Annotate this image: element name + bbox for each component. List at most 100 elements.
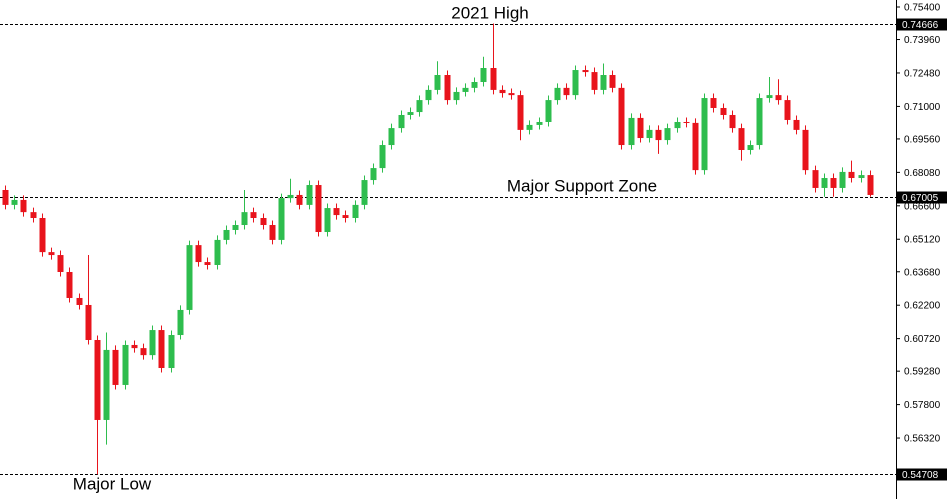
candle-body xyxy=(802,129,809,171)
candle-body xyxy=(2,189,9,205)
candle-body xyxy=(793,119,800,130)
candle-body xyxy=(582,70,589,73)
candle-body xyxy=(490,67,497,90)
y-tick-label: 0.69560 xyxy=(904,134,941,145)
candle-body xyxy=(278,198,285,240)
y-tick-label: 0.56320 xyxy=(904,434,941,445)
candle-body xyxy=(839,171,846,188)
candle-body xyxy=(812,170,819,188)
y-tick-label: 0.71000 xyxy=(904,102,941,113)
y-tick-label: 0.57800 xyxy=(904,400,941,411)
candle-body xyxy=(232,225,239,230)
candle-body xyxy=(701,98,708,171)
candle-body xyxy=(407,112,414,115)
candle-body xyxy=(66,271,73,298)
candle-body xyxy=(729,114,736,129)
candle-body xyxy=(333,208,340,216)
candle-body xyxy=(692,122,699,171)
candle-body xyxy=(287,194,294,199)
level-label-box xyxy=(897,468,947,481)
candle-body xyxy=(572,70,579,96)
candle-body xyxy=(600,75,607,90)
y-tick-label: 0.63680 xyxy=(904,267,941,278)
level-label: 0.74666 xyxy=(902,20,939,31)
y-tick-label: 0.59280 xyxy=(904,367,941,378)
candle-body xyxy=(425,89,432,101)
candle-body xyxy=(858,175,865,179)
candle-body xyxy=(434,75,441,90)
y-tick-label: 0.66600 xyxy=(904,201,941,212)
candle-body xyxy=(609,75,616,88)
candle-body xyxy=(370,168,377,181)
candle-body xyxy=(315,185,322,233)
candle-body xyxy=(223,229,230,240)
candle-body xyxy=(103,349,110,420)
candle-body xyxy=(361,180,368,205)
candle-body xyxy=(122,344,129,385)
candle-body xyxy=(563,87,570,96)
annotation: Major Support Zone xyxy=(507,177,657,196)
candle-body xyxy=(526,124,533,130)
candle-body xyxy=(444,75,451,101)
candle-body xyxy=(85,304,92,340)
candle-body xyxy=(453,91,460,101)
candle-body xyxy=(250,212,257,219)
candle-body xyxy=(545,100,552,122)
candle-body xyxy=(140,348,147,356)
candle-body xyxy=(94,339,101,420)
candle-body xyxy=(11,199,18,205)
candle-body xyxy=(738,128,745,151)
annotation: 2021 High xyxy=(451,4,529,23)
y-tick-label: 0.68080 xyxy=(904,168,941,179)
candle-body xyxy=(112,349,119,385)
candle-body xyxy=(471,82,478,88)
candle-body xyxy=(646,129,653,139)
candle-body xyxy=(177,309,184,336)
candle-body xyxy=(536,121,543,125)
level-label-box xyxy=(897,191,947,204)
candle-body xyxy=(710,98,717,108)
candle-body xyxy=(591,72,598,90)
candle-body xyxy=(131,344,138,349)
candle-body xyxy=(214,239,221,265)
candle-body xyxy=(618,87,625,146)
candle-body xyxy=(158,330,165,369)
candle-body xyxy=(674,121,681,129)
candle-body xyxy=(628,117,635,146)
candle-body xyxy=(683,121,690,123)
candle-body xyxy=(867,175,874,195)
candle-body xyxy=(195,245,202,263)
candle-body xyxy=(720,107,727,115)
candle-body xyxy=(352,204,359,219)
candle-body xyxy=(76,297,83,305)
y-tick-label: 0.62200 xyxy=(904,301,941,312)
y-tick-label: 0.72480 xyxy=(904,68,941,79)
candle-body xyxy=(756,98,763,146)
candle-body xyxy=(342,215,349,219)
candle-body xyxy=(517,95,524,130)
candle-body xyxy=(830,178,837,188)
candle-body xyxy=(48,252,55,256)
annotation: Major Low xyxy=(73,475,152,494)
candle-body xyxy=(168,335,175,369)
candle-body xyxy=(775,95,782,101)
candle-body xyxy=(379,145,386,169)
candle-body xyxy=(204,262,211,265)
candle-body xyxy=(186,245,193,310)
candle-body xyxy=(398,114,405,129)
candle-body xyxy=(664,128,671,141)
candle-body xyxy=(260,218,267,226)
candle-body xyxy=(766,95,773,99)
candle-body xyxy=(637,117,644,139)
candle-body xyxy=(821,178,828,188)
candle-body xyxy=(388,128,395,146)
candle-body xyxy=(480,67,487,83)
candle-body xyxy=(30,212,37,219)
candle-body xyxy=(57,255,64,272)
y-tick-label: 0.73960 xyxy=(904,35,941,46)
level-label: 0.54708 xyxy=(902,470,939,481)
level-label: 0.67005 xyxy=(902,193,939,204)
candle-body xyxy=(20,199,27,213)
